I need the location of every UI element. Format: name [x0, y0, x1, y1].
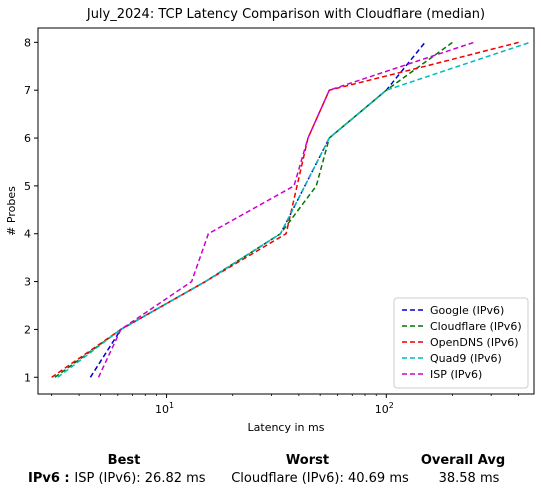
series-line-1: [90, 42, 425, 377]
best-value: ISP (IPv6): 26.82 ms: [60, 471, 220, 486]
x-tick-label: 101: [155, 401, 174, 416]
x-tick-label: 102: [375, 401, 394, 416]
y-tick-label: 3: [24, 276, 31, 289]
x-axis-label: Latency in ms: [248, 421, 325, 434]
latency-chart: July_2024: TCP Latency Comparison with C…: [0, 0, 541, 450]
y-tick-label: 2: [24, 323, 31, 336]
legend: Google (IPv6) Cloudflare (IPv6) OpenDNS (I…: [394, 298, 528, 388]
chart-title: July_2024: TCP Latency Comparison with C…: [86, 7, 485, 22]
y-tick-label: 5: [24, 180, 31, 193]
overall-avg-header: Overall Avg: [408, 453, 518, 468]
y-axis-label: # Probes: [5, 186, 18, 236]
worst-header: Worst: [260, 453, 355, 468]
y-tick-label: 8: [24, 36, 31, 49]
legend-label: OpenDNS (IPv6): [430, 336, 519, 349]
legend-label: Cloudflare (IPv6): [430, 320, 522, 333]
best-header: Best: [84, 453, 164, 468]
worst-value: Cloudflare (IPv6): 40.69 ms: [222, 471, 418, 486]
legend-label: Quad9 (IPv6): [430, 352, 502, 365]
summary-panel: Best Worst Overall Avg IPv6 : ISP (IPv6)…: [0, 450, 541, 494]
y-tick-label: 1: [24, 371, 31, 384]
overall-avg-value: 38.58 ms: [420, 471, 518, 486]
series-line-2: [55, 42, 453, 377]
legend-label: ISP (IPv6): [430, 368, 482, 381]
legend-label: Google (IPv6): [430, 304, 504, 317]
y-tick-label: 4: [24, 228, 31, 241]
y-tick-label: 7: [24, 84, 31, 97]
y-tick-label: 6: [24, 132, 31, 145]
